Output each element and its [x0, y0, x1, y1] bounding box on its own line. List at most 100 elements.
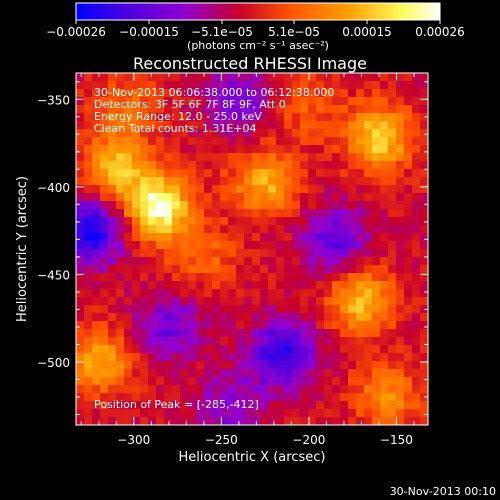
heatmap-cell [316, 305, 325, 314]
heatmap-cell [180, 417, 189, 426]
heatmap-cell [132, 257, 141, 266]
heatmap-cell [284, 393, 293, 402]
heatmap-cell [116, 169, 125, 178]
heatmap-cell [132, 129, 141, 138]
heatmap-cell [172, 145, 181, 154]
heatmap-cell [308, 217, 317, 226]
heatmap-cell [148, 73, 157, 82]
heatmap-cell [260, 369, 269, 378]
heatmap-cell [284, 89, 293, 98]
heatmap-cell [388, 257, 397, 266]
heatmap-cell [260, 417, 269, 426]
heatmap-cell [172, 105, 181, 114]
heatmap-cell [156, 409, 165, 418]
heatmap-cell [188, 337, 197, 346]
heatmap-cell [244, 105, 253, 114]
heatmap-cell [84, 209, 93, 218]
heatmap-cell [156, 225, 165, 234]
heatmap-cell [132, 401, 141, 410]
heatmap-cell [364, 113, 373, 122]
heatmap-cell [92, 297, 101, 306]
heatmap-cell [212, 113, 221, 122]
heatmap-cell [236, 329, 245, 338]
heatmap-cell [316, 129, 325, 138]
heatmap-cell [76, 289, 85, 298]
heatmap-cell [260, 313, 269, 322]
heatmap-cell [84, 257, 93, 266]
heatmap-cell [164, 369, 173, 378]
heatmap-cell [324, 345, 333, 354]
heatmap-cell [172, 209, 181, 218]
heatmap-cell [356, 105, 365, 114]
heatmap-cell [84, 313, 93, 322]
heatmap-cell [276, 305, 285, 314]
heatmap-cell [156, 73, 165, 82]
heatmap-cell [116, 265, 125, 274]
heatmap-cell [332, 393, 341, 402]
chart-title: Reconstructed RHESSI Image [133, 54, 367, 73]
heatmap-cell [212, 409, 221, 418]
heatmap-cell [260, 137, 269, 146]
heatmap-cell [228, 409, 237, 418]
heatmap-cell [228, 369, 237, 378]
heatmap-cell [172, 169, 181, 178]
heatmap-cell [348, 137, 357, 146]
heatmap-cell [372, 345, 381, 354]
heatmap-cell [244, 89, 253, 98]
heatmap-cell [260, 217, 269, 226]
heatmap-cell [188, 393, 197, 402]
heatmap-cell [116, 337, 125, 346]
heatmap-cell [180, 361, 189, 370]
heatmap-cell [148, 321, 157, 330]
heatmap-cell [348, 193, 357, 202]
heatmap-cell [196, 281, 205, 290]
heatmap-cell [340, 337, 349, 346]
heatmap-cell [420, 201, 429, 210]
heatmap-cell [180, 129, 189, 138]
heatmap-cell [244, 73, 253, 82]
heatmap-cell [420, 209, 429, 218]
heatmap-cell [324, 313, 333, 322]
heatmap-cell [308, 265, 317, 274]
heatmap-cell [204, 281, 213, 290]
heatmap-cell [196, 137, 205, 146]
heatmap-cell [364, 105, 373, 114]
heatmap-cell [212, 321, 221, 330]
heatmap-cell [372, 105, 381, 114]
heatmap-cell [348, 97, 357, 106]
heatmap-cell [92, 81, 101, 90]
heatmap-cell [252, 73, 261, 82]
heatmap-cell [100, 193, 109, 202]
heatmap-cell [124, 161, 133, 170]
heatmap-cell [276, 321, 285, 330]
heatmap-cell [348, 121, 357, 130]
heatmap-cell [220, 297, 229, 306]
heatmap-cell [164, 161, 173, 170]
heatmap-cell [340, 153, 349, 162]
heatmap-cell [164, 217, 173, 226]
heatmap-cell [364, 417, 373, 426]
heatmap-cell [164, 305, 173, 314]
heatmap-cell [348, 409, 357, 418]
heatmap-cell [420, 89, 429, 98]
heatmap-cell [252, 89, 261, 98]
heatmap-cell [292, 369, 301, 378]
heatmap-cell [412, 177, 421, 186]
heatmap-cell [116, 105, 125, 114]
y-tick-label: −350 [37, 93, 70, 107]
heatmap-cell [132, 377, 141, 386]
heatmap-cell [292, 233, 301, 242]
heatmap-cell [76, 321, 85, 330]
heatmap-cell [76, 409, 85, 418]
heatmap-cell [372, 337, 381, 346]
heatmap-cell [76, 329, 85, 338]
heatmap-cell [404, 305, 413, 314]
heatmap-cell [420, 193, 429, 202]
heatmap-cell [308, 161, 317, 170]
heatmap-cell [108, 177, 117, 186]
heatmap-cell [268, 313, 277, 322]
heatmap-cell [316, 409, 325, 418]
heatmap-cell [252, 289, 261, 298]
heatmap-cell [380, 241, 389, 250]
heatmap-cell [76, 385, 85, 394]
